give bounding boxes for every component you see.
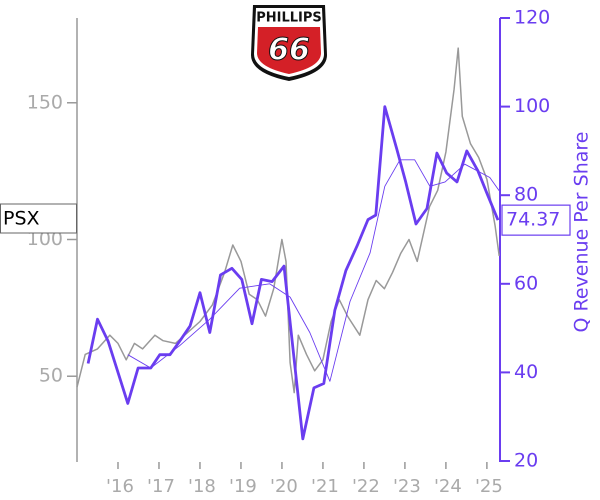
- y2-tick-label: 120: [514, 7, 550, 29]
- ticker: PSX: [3, 208, 40, 230]
- logo: PHILLIPS 66: [251, 5, 327, 81]
- last-value-label: 74.37: [506, 209, 560, 231]
- logo-red: [257, 27, 321, 74]
- y2-tick-label: 40: [514, 361, 538, 383]
- series-line: [127, 159, 500, 382]
- y2-axis-title: Q Revenue Per Share: [571, 132, 593, 333]
- logo-bottom: 66: [268, 33, 310, 68]
- last-value-box: [501, 204, 571, 236]
- x-tick-label: '25: [475, 476, 503, 497]
- x-tick-label: '22: [352, 476, 380, 497]
- y2-tick-label: 80: [514, 184, 538, 206]
- y-tick-label: 150: [27, 91, 63, 113]
- x-tick-label: '19: [229, 476, 257, 497]
- logo-top: PHILLIPS: [256, 11, 322, 26]
- x-tick-label: '23: [393, 476, 421, 497]
- y2-tick-label: 100: [514, 95, 550, 117]
- x-tick-label: '18: [188, 476, 216, 497]
- ticker-box: [0, 203, 77, 234]
- y2-tick-label: 20: [514, 450, 538, 472]
- x-tick-label: '16: [106, 476, 134, 497]
- x-tick-label: '17: [147, 476, 175, 497]
- y2-tick-label: 60: [514, 272, 538, 294]
- x-tick-label: '20: [270, 476, 298, 497]
- series-line: [76, 47, 500, 394]
- x-tick-label: '21: [311, 476, 339, 497]
- y-tick-label: 50: [39, 365, 63, 387]
- x-tick-label: '24: [434, 476, 462, 497]
- series-line: [86, 105, 500, 441]
